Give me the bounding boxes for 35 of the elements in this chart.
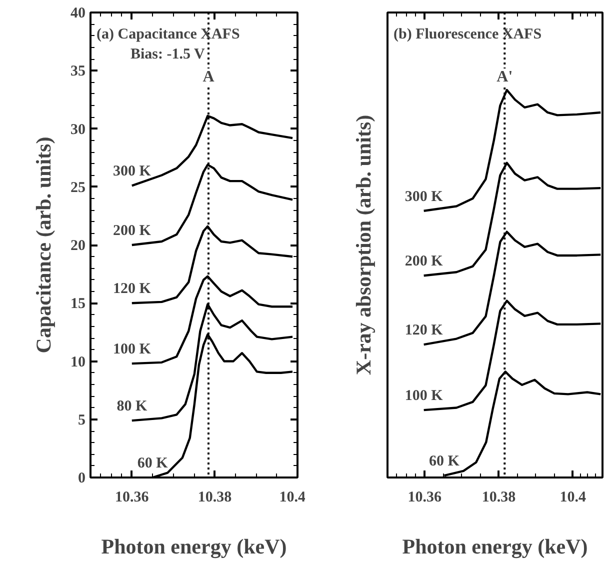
- legend-label: 120 K: [112, 281, 152, 298]
- legend-label: 60 K: [137, 456, 168, 472]
- series-label: 200 K: [404, 254, 444, 270]
- chart-title: (b) Fluorescence XAFS: [394, 26, 542, 42]
- y-tick-label: 40: [70, 6, 86, 22]
- x-tick-label: 10.4: [560, 490, 586, 506]
- x-tick-label: 10.36: [408, 490, 442, 506]
- x-tick-label: 10.4: [279, 490, 306, 506]
- y-axis-title: X-ray absorption (arb. units): [352, 114, 376, 376]
- legend-label: 200 K: [112, 223, 152, 239]
- series-label: 60 K: [429, 454, 460, 470]
- x-tick-label: 10.38: [198, 490, 232, 506]
- y-tick-label: 30: [70, 122, 86, 138]
- y-tick-label: 5: [78, 412, 86, 428]
- y-tick-label: 20: [70, 238, 86, 254]
- y-tick-label: 35: [70, 64, 86, 80]
- text: Bias: -1.5 V: [130, 46, 205, 62]
- legend-label: 300 K: [112, 164, 152, 180]
- x-axis-title: Photon energy (keV): [101, 534, 287, 558]
- legend-label: 100 K: [112, 342, 152, 358]
- y-tick-label: 10: [70, 354, 86, 370]
- series-label: 100 K: [404, 388, 444, 404]
- y-axis-title: Capacitance (arb. units): [32, 136, 56, 354]
- legend-label: 80 K: [116, 398, 148, 415]
- text: (a) Capacitance XAFS: [96, 26, 240, 42]
- y-tick-label: 0: [78, 470, 86, 486]
- ref-line-label: A': [496, 68, 513, 86]
- y-tick-label: 15: [70, 296, 86, 312]
- series-label: 120 K: [404, 322, 444, 339]
- x-axis-title: Photon energy (keV): [402, 534, 588, 558]
- x-tick-label: 10.38: [482, 490, 516, 506]
- x-tick-label: 10.36: [115, 490, 150, 506]
- y-tick-label: 25: [70, 180, 86, 196]
- ref-line-label: A: [202, 68, 215, 86]
- series-label: 300 K: [404, 188, 444, 205]
